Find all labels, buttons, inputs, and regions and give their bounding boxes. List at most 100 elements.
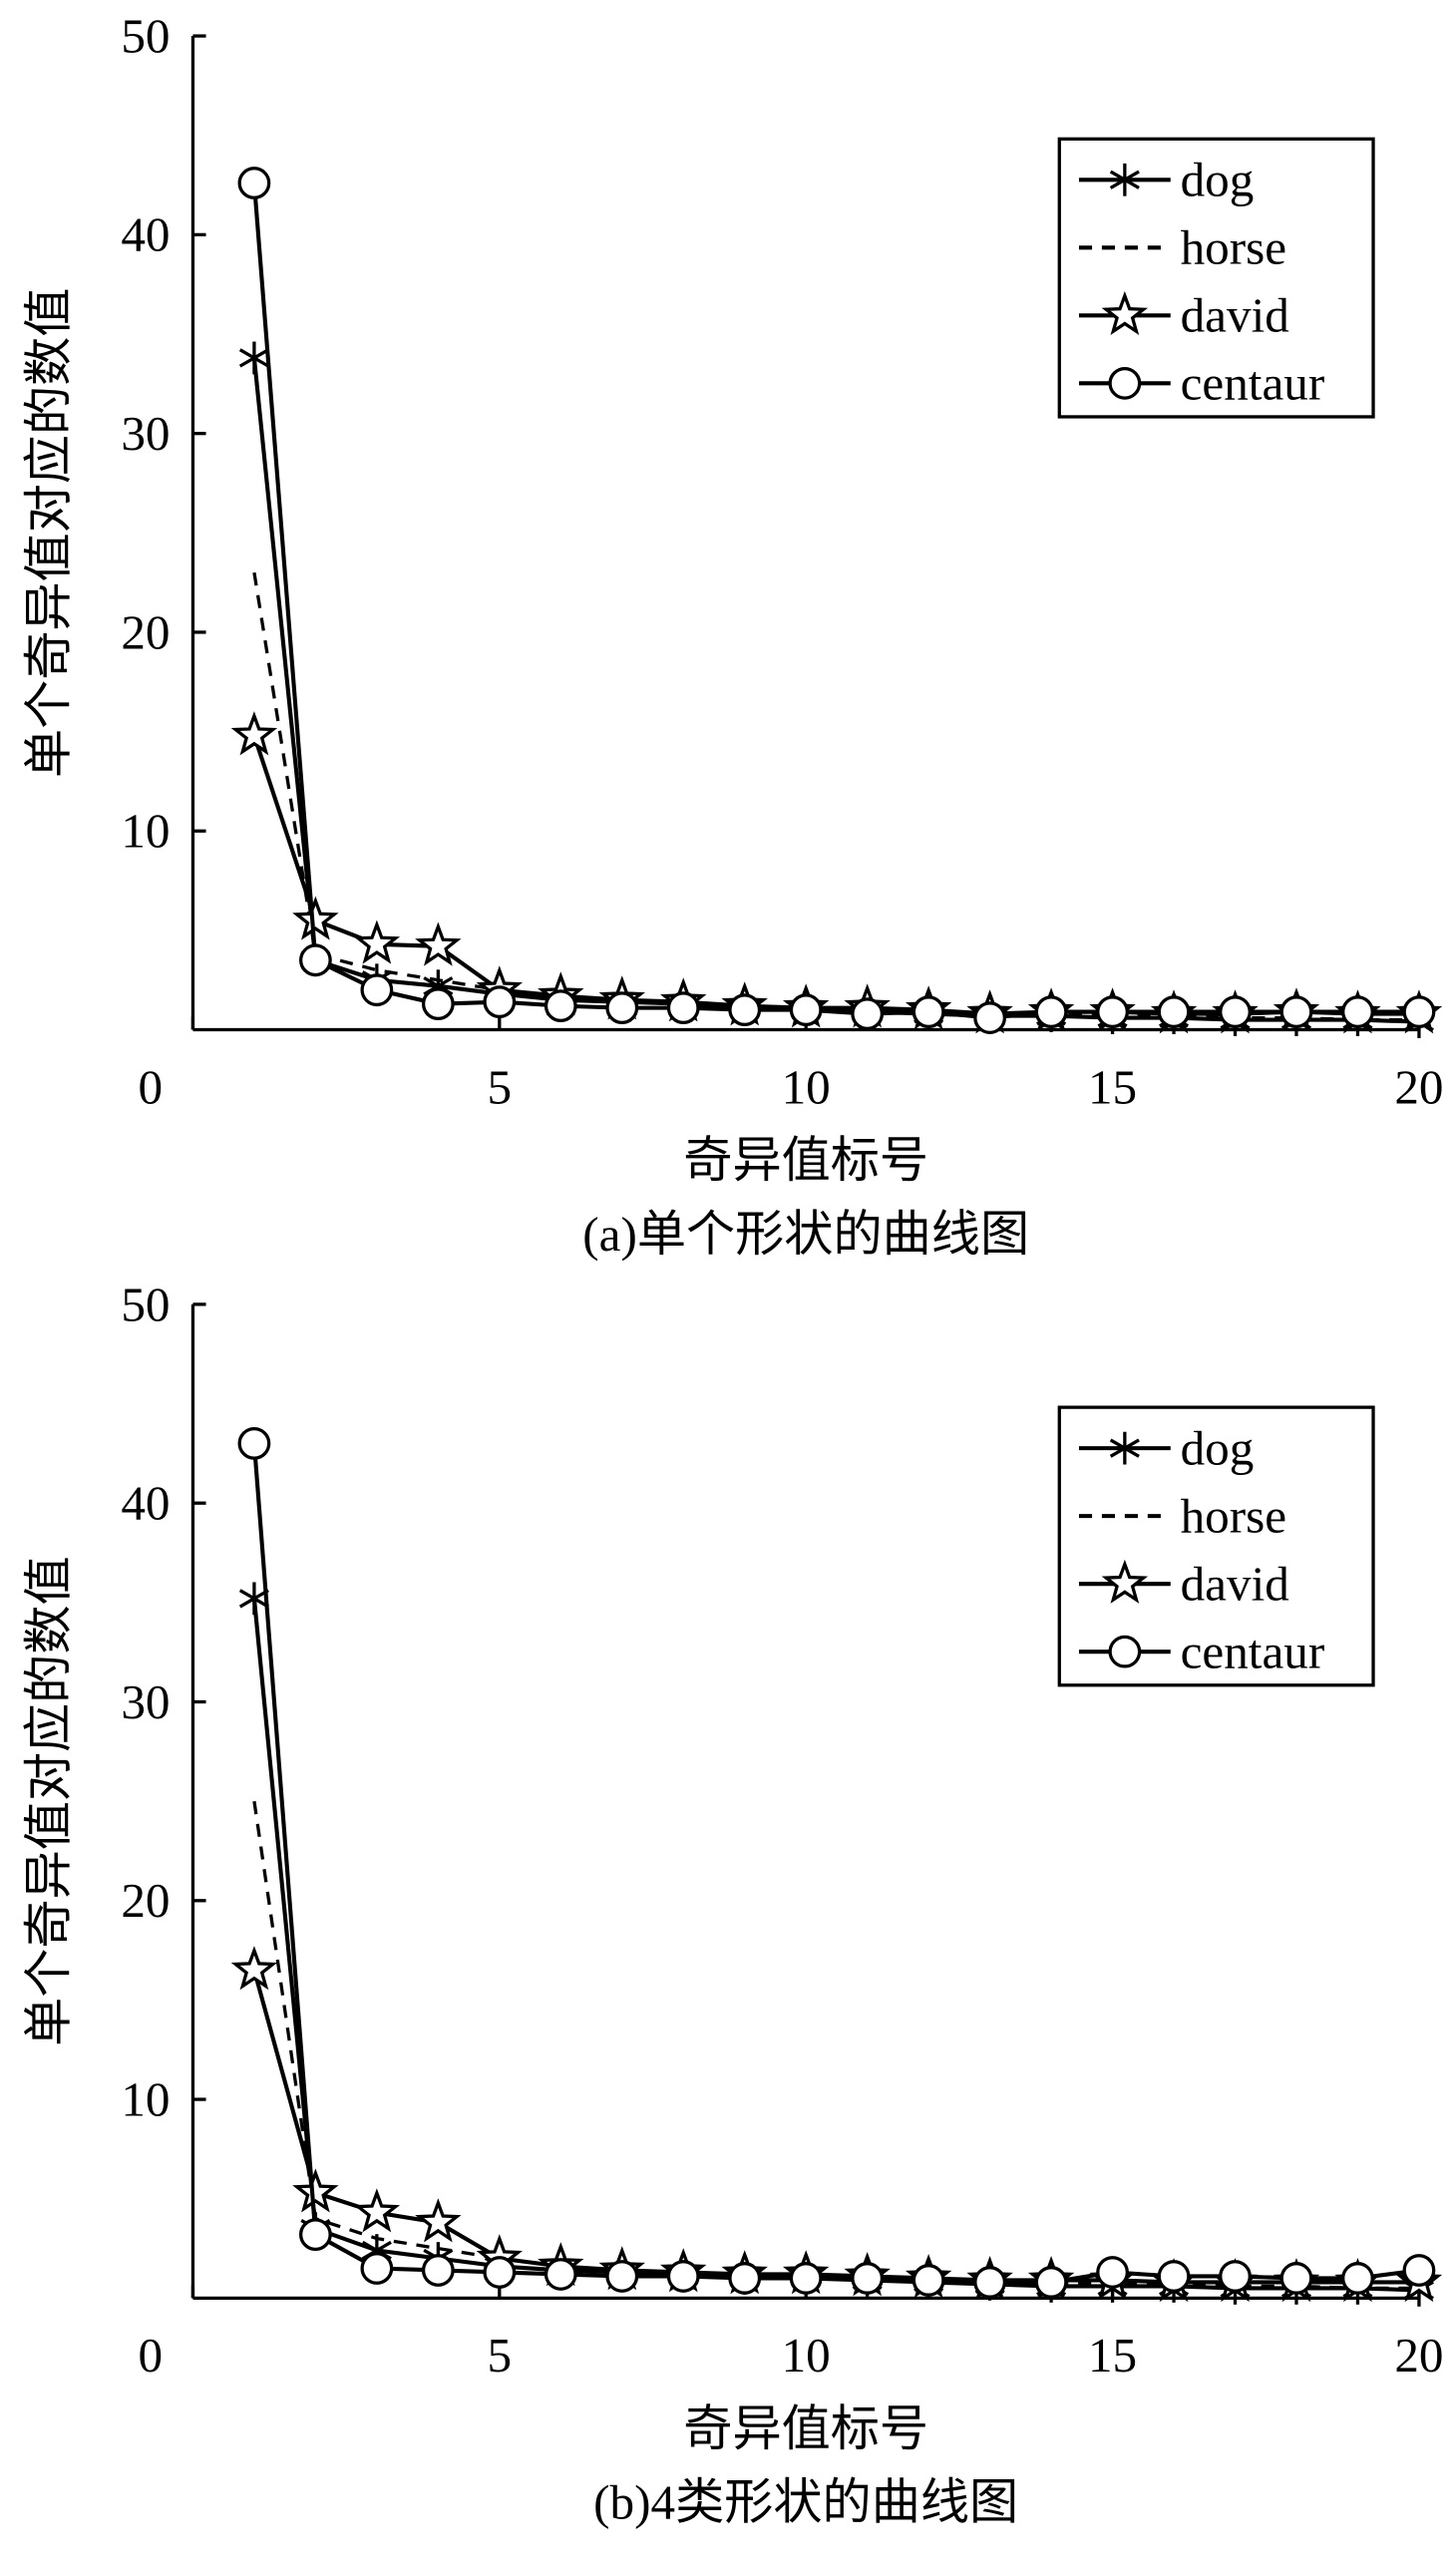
y-tick-label: 40 [121,1476,170,1531]
marker-shape [1034,2266,1068,2299]
marker [483,985,517,1019]
marker-shape [237,1427,271,1460]
marker-shape [230,711,278,756]
marker-shape [483,985,517,1019]
marker [1108,366,1142,400]
marker [789,2262,823,2295]
x-axis-label: 奇异值标号 [683,1133,928,1188]
series-line [251,734,1419,1016]
legend-label: david [1181,288,1289,343]
marker [605,991,639,1025]
series-line [251,357,1420,1024]
marker-shape [1101,290,1149,336]
legend-label: dog [1181,1421,1255,1476]
marker-shape [421,987,455,1021]
marker-shape [1096,995,1129,1028]
y-tick-label: 10 [121,804,170,859]
marker [1108,1635,1142,1668]
marker [360,2252,394,2285]
legend-box [1057,1405,1375,1687]
marker-shape [1219,995,1252,1028]
marker-shape [1108,1635,1142,1668]
marker [353,2188,401,2233]
marker [230,711,278,756]
x-tick-label: 20 [1394,1059,1443,1114]
marker-shape [851,997,885,1030]
y-tick-label: 30 [121,1674,170,1729]
x-tick-label: 5 [488,1059,513,1114]
marker [1101,290,1149,336]
marker [237,1427,271,1460]
marker-shape [1219,2260,1252,2293]
marker [544,2258,577,2291]
marker-shape [360,2252,394,2285]
marker-shape [292,2168,339,2213]
legend-label: horse [1181,1489,1286,1544]
marker [911,995,945,1028]
marker [230,1946,278,1991]
marker-shape [1108,366,1142,400]
caption: (a)单个形状的曲线图 [582,1207,1029,1262]
x-tick-label: 15 [1088,1059,1137,1114]
y-axis-label: 单个奇异值对应的数值 [22,288,77,779]
marker [483,2256,517,2289]
marker [1096,995,1129,1028]
marker [1402,995,1436,1028]
marker-shape [728,2262,762,2295]
y-tick-label: 50 [121,1277,170,1331]
x-tick-label: 10 [782,2328,831,2383]
legend-label: david [1181,1557,1289,1612]
marker-stroke [238,348,269,368]
marker [728,2262,762,2295]
legend-label: centaur [1181,356,1325,411]
marker-shape [1341,2262,1374,2295]
marker-shape [544,989,577,1023]
marker-shape [544,2258,577,2291]
marker [1279,995,1313,1028]
marker [1034,995,1068,1028]
marker-shape [1279,2262,1313,2295]
y-axis-label: 单个奇异值对应的数值 [22,1556,77,2046]
marker [1402,2254,1436,2287]
marker [973,1001,1007,1034]
marker-stroke [1109,170,1140,189]
marker [415,921,462,966]
marker [1341,995,1374,1028]
marker-shape [973,2266,1007,2299]
marker-shape [851,2262,885,2295]
marker-shape [360,973,394,1007]
marker-shape [1157,2260,1191,2293]
marker [238,1582,269,1616]
marker-shape [230,1946,278,1991]
marker [1219,2260,1252,2293]
marker-shape [237,167,271,199]
x-tick-label: 0 [139,2328,164,2383]
series-line [251,1598,1420,2293]
x-tick-label: 10 [782,1059,831,1114]
marker [851,2262,885,2295]
marker [237,167,271,199]
marker [851,997,885,1030]
marker-shape [415,2198,462,2243]
y-tick-label: 20 [121,1873,170,1928]
legend-label: dog [1181,153,1255,207]
marker [353,920,401,964]
marker [1034,2266,1068,2299]
y-tick-label: 30 [121,406,170,461]
marker-shape [298,2218,332,2251]
marker [1109,163,1140,196]
marker [292,896,339,940]
marker-shape [1101,1559,1149,1604]
y-tick-label: 20 [121,604,170,659]
legend-label: horse [1181,220,1286,275]
marker [789,993,823,1027]
marker [1109,1431,1140,1465]
marker-shape [789,2262,823,2295]
marker-shape [789,993,823,1027]
marker [666,2260,700,2293]
marker-shape [666,2260,700,2293]
marker [1096,2256,1129,2289]
marker [1219,995,1252,1028]
marker-shape [483,2256,517,2289]
